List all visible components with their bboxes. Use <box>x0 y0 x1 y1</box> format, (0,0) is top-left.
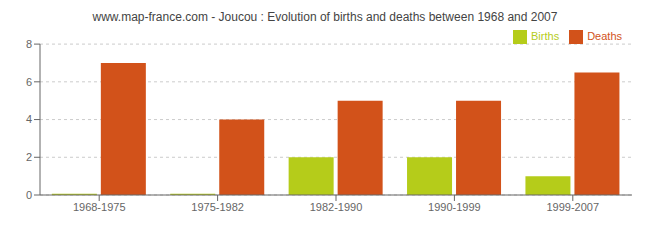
html-text:www.map-france.com - Joucou :: www.map-france.com - Joucou : Evolution … <box>92 10 558 24</box>
svg-text:0: 0 <box>26 189 32 201</box>
svg-text:2: 2 <box>26 151 32 163</box>
svg-text:1999-2007: 1999-2007 <box>546 201 599 213</box>
svg-text:1975-1982: 1975-1982 <box>191 201 244 213</box>
svg-text:4: 4 <box>26 113 32 125</box>
svg-text:1990-1999: 1990-1999 <box>428 201 481 213</box>
svg-text:6: 6 <box>26 76 32 88</box>
html-text:Births: Births <box>531 30 560 42</box>
html-text:Deaths: Deaths <box>587 30 622 42</box>
svg-text:1982-1990: 1982-1990 <box>310 201 363 213</box>
svg-text:8: 8 <box>26 38 32 50</box>
svg-text:1968-1975: 1968-1975 <box>73 201 126 213</box>
